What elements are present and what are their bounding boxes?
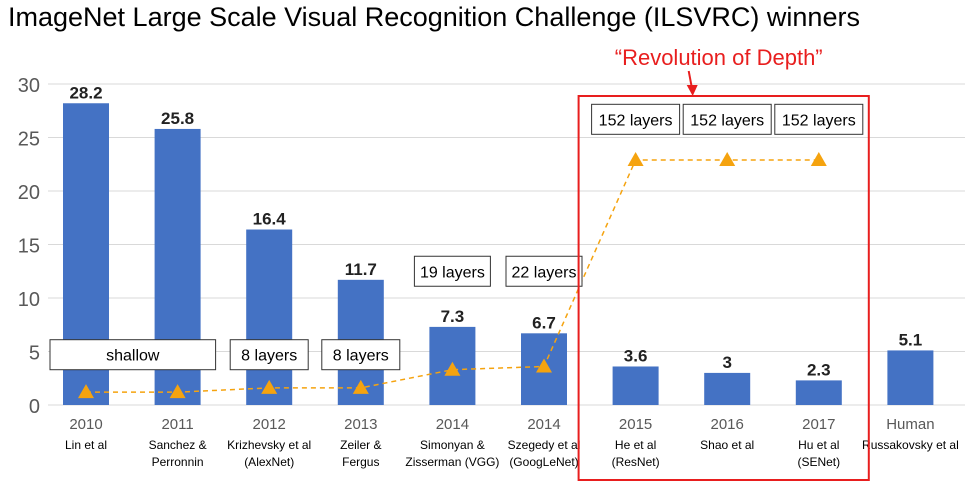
y-tick-label: 15 xyxy=(18,236,40,258)
bar-value-label: 3 xyxy=(722,353,731,372)
x-sub-label: Krizhevsky et al xyxy=(227,438,311,452)
depth-label: 22 layers xyxy=(512,264,577,281)
depth-marker xyxy=(78,384,94,399)
depth-marker xyxy=(261,379,278,394)
bar-value-label: 7.3 xyxy=(441,307,465,326)
depth-label-box xyxy=(774,103,864,135)
depth-marker xyxy=(444,361,461,376)
bar-value-label: 2.3 xyxy=(807,360,831,379)
depth-marker xyxy=(627,151,644,166)
bar-value-label: 6.7 xyxy=(532,313,556,332)
y-tick-label: 25 xyxy=(18,129,40,151)
y-tick-label: 0 xyxy=(29,396,40,418)
bar xyxy=(246,229,293,405)
x-tick-label: 2016 xyxy=(711,416,744,433)
bar-value-label: 25.8 xyxy=(161,109,194,128)
depth-label-box xyxy=(682,103,772,135)
x-tick-label: 2013 xyxy=(344,416,377,433)
revolution-highlight-box xyxy=(577,95,870,481)
x-tick-label: 2014 xyxy=(436,416,469,433)
y-tick-label: 30 xyxy=(18,75,40,97)
bar xyxy=(704,372,751,405)
x-tick-label: 2015 xyxy=(619,416,652,433)
x-tick-label: 2011 xyxy=(161,416,193,433)
x-tick-label: 2010 xyxy=(69,416,102,433)
depth-marker xyxy=(169,384,186,399)
depth-label: 152 layers xyxy=(599,112,673,129)
depth-marker xyxy=(719,151,736,166)
x-sub-label: Zisserman (VGG) xyxy=(405,455,499,469)
x-sub-label: Shao et al xyxy=(700,438,754,452)
depth-label: 8 layers xyxy=(333,348,389,365)
depth-label-box xyxy=(591,103,681,135)
depth-label: shallow xyxy=(106,348,160,365)
x-sub-label: (GoogLeNet) xyxy=(509,455,578,469)
bar xyxy=(887,350,934,405)
depth-label: 19 layers xyxy=(420,264,485,281)
x-sub-label: Zeiler & xyxy=(340,438,381,452)
x-sub-label: Szegedy et al xyxy=(508,438,581,452)
y-tick-label: 5 xyxy=(29,343,40,365)
x-tick-label: 2017 xyxy=(802,416,835,433)
depth-label: 152 layers xyxy=(782,112,856,129)
x-sub-label: Perronnin xyxy=(152,455,204,469)
x-sub-label: He et al xyxy=(615,438,656,452)
x-sub-label: Sanchez & xyxy=(149,438,207,452)
x-sub-label: Hu et al xyxy=(798,438,839,452)
depth-label-box xyxy=(229,339,309,371)
x-tick-label: 2012 xyxy=(253,416,286,433)
annotation-arrow-head xyxy=(686,85,698,96)
bar xyxy=(795,380,842,405)
y-tick-label: 20 xyxy=(18,182,40,204)
depth-label-box xyxy=(49,339,217,371)
bar xyxy=(612,366,659,405)
x-sub-label: Simonyan & xyxy=(420,438,485,452)
x-sub-label: (ResNet) xyxy=(612,455,660,469)
depth-label-box xyxy=(321,339,401,371)
y-tick-label: 10 xyxy=(18,289,40,311)
depth-label: 152 layers xyxy=(690,112,764,129)
bar-value-label: 5.1 xyxy=(899,330,923,349)
depth-marker xyxy=(536,358,552,373)
bar-value-label: 11.7 xyxy=(345,260,377,279)
x-sub-label: Russakovsky et al xyxy=(862,438,959,452)
bar-value-label: 3.6 xyxy=(624,346,648,365)
x-sub-label: (SENet) xyxy=(797,455,840,469)
depth-marker xyxy=(352,379,369,394)
x-sub-label: Fergus xyxy=(342,455,379,469)
bar-value-label: 28.2 xyxy=(69,83,102,102)
depth-label-box xyxy=(505,255,583,287)
page-title: ImageNet Large Scale Visual Recognition … xyxy=(8,2,860,32)
depth-label-box xyxy=(413,255,491,287)
bar-value-label: 16.4 xyxy=(253,210,287,229)
x-sub-label: (AlexNet) xyxy=(244,455,294,469)
x-sub-label: Lin et al xyxy=(65,438,107,452)
x-tick-label: 2014 xyxy=(527,416,560,433)
depth-label: 8 layers xyxy=(241,348,297,365)
revolution-annotation: “Revolution of Depth” xyxy=(615,45,823,70)
depth-marker xyxy=(810,151,827,166)
annotation-arrow xyxy=(687,70,693,88)
x-tick-label: Human xyxy=(886,416,934,433)
